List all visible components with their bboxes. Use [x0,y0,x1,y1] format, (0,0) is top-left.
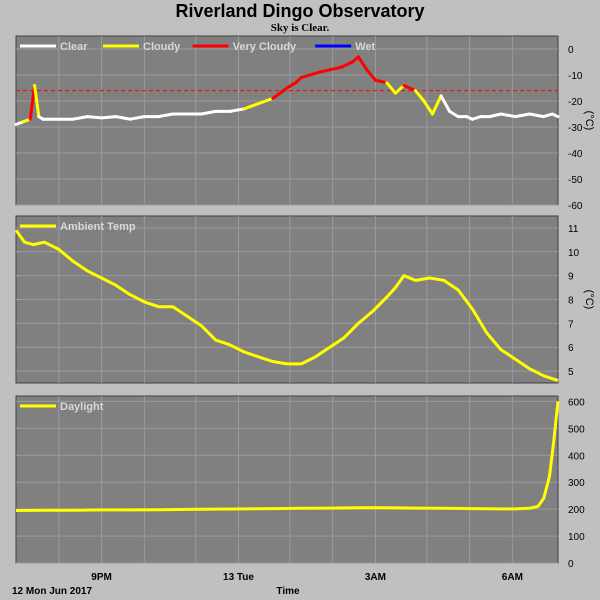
y-tick-label: 6 [568,343,574,354]
sky-series-segment-clear [157,112,175,119]
sky-series-segment-cloudy [393,83,406,95]
sky-series-segment-clear [527,112,546,119]
y-tick-label: -10 [568,71,583,82]
sky-series-segment-clear [114,115,132,121]
y-tick-label: 9 [568,272,574,283]
y-tick-label: 500 [568,424,585,435]
y-tick-label: -50 [568,175,583,186]
y-tick-label: -40 [568,149,583,160]
x-tick-label: 6AM [502,572,523,583]
sky-series-segment-clear [71,115,89,121]
y-tick-label: 8 [568,296,574,307]
sky-series-segment-very_cloudy [285,81,298,90]
sky-series-segment-very_cloudy [316,68,332,74]
sky-series-segment-cloudy [413,89,426,103]
y-tick-label: 200 [568,505,585,516]
y-tick-label: 100 [568,532,585,543]
sky-series-segment-very_cloudy [339,60,355,69]
y-tick-label: 300 [568,478,585,489]
sky-series-segment-clear [488,112,503,119]
legend-label: Wet [355,41,375,53]
sky-series-segment-cloudy [242,102,260,111]
y-tick-label: -20 [568,97,583,108]
sky-series-segment-cloudy [422,99,434,116]
sky-series-segment-clear [199,109,218,116]
sky-series-segment-cloudy [430,94,443,116]
sky-series-segment-very_cloudy [373,78,389,85]
page-title: Riverland Dingo Observatory [175,1,425,21]
sky-series-segment-clear [448,109,460,119]
y-tick-label: 7 [568,319,574,330]
y-tick-label: 10 [568,248,580,259]
y-axis-label: (°C) [583,290,595,310]
legend-label: Clear [60,41,88,53]
sky-series-segment-cloudy [385,81,397,95]
sky-series-segment-clear [100,115,118,120]
sky-series-segment-very_cloudy [365,68,377,82]
sky-status: Sky is Clear. [270,22,330,34]
daylight-series-line [15,401,560,512]
y-tick-label: -30 [568,123,583,134]
sky-series-segment-clear [513,112,531,119]
legend-label: Very Cloudy [233,41,297,53]
sky-series-segment-very_cloudy [356,55,369,72]
plot-area-daylight [15,395,559,564]
sky-series-segment-clear [228,107,246,113]
sky-series-segment-clear [439,94,452,113]
sky-series-segment-cloudy [33,83,41,119]
x-tick-label: 3AM [365,572,386,583]
y-tick-label: 600 [568,397,585,408]
legend-label: Ambient Temp [60,221,136,233]
plot-area-sky [15,35,559,206]
x-axis-start-label: 12 Mon Jun 2017 [12,586,92,597]
x-axis-title: Time [276,586,300,597]
sky-series-segment-very_cloudy [271,86,289,100]
sky-series-segment-very_cloudy [402,83,417,93]
ambient-series-line [14,229,559,383]
y-tick-label: -60 [568,201,583,212]
y-tick-label: 5 [568,367,574,378]
y-tick-label: 11 [568,224,579,235]
legend-label: Daylight [60,401,104,413]
y-tick-label: 0 [568,559,574,570]
legend-label: Cloudy [143,41,181,53]
sky-series-segment-clear [499,112,517,119]
sky-series-segment-very_cloudy [328,65,343,72]
sky-series-segment-clear [85,115,104,120]
sky-series-segment-clear [128,115,146,121]
sky-series-segment-cloudy [256,96,275,106]
y-tick-label: 400 [568,451,585,462]
sky-series-segment-clear [550,112,560,119]
x-tick-label: 13 Tue [223,572,254,583]
x-tick-label: 9PM [91,572,112,583]
y-axis-label: (°C) [583,111,595,131]
y-tick-label: 0 [568,45,574,56]
